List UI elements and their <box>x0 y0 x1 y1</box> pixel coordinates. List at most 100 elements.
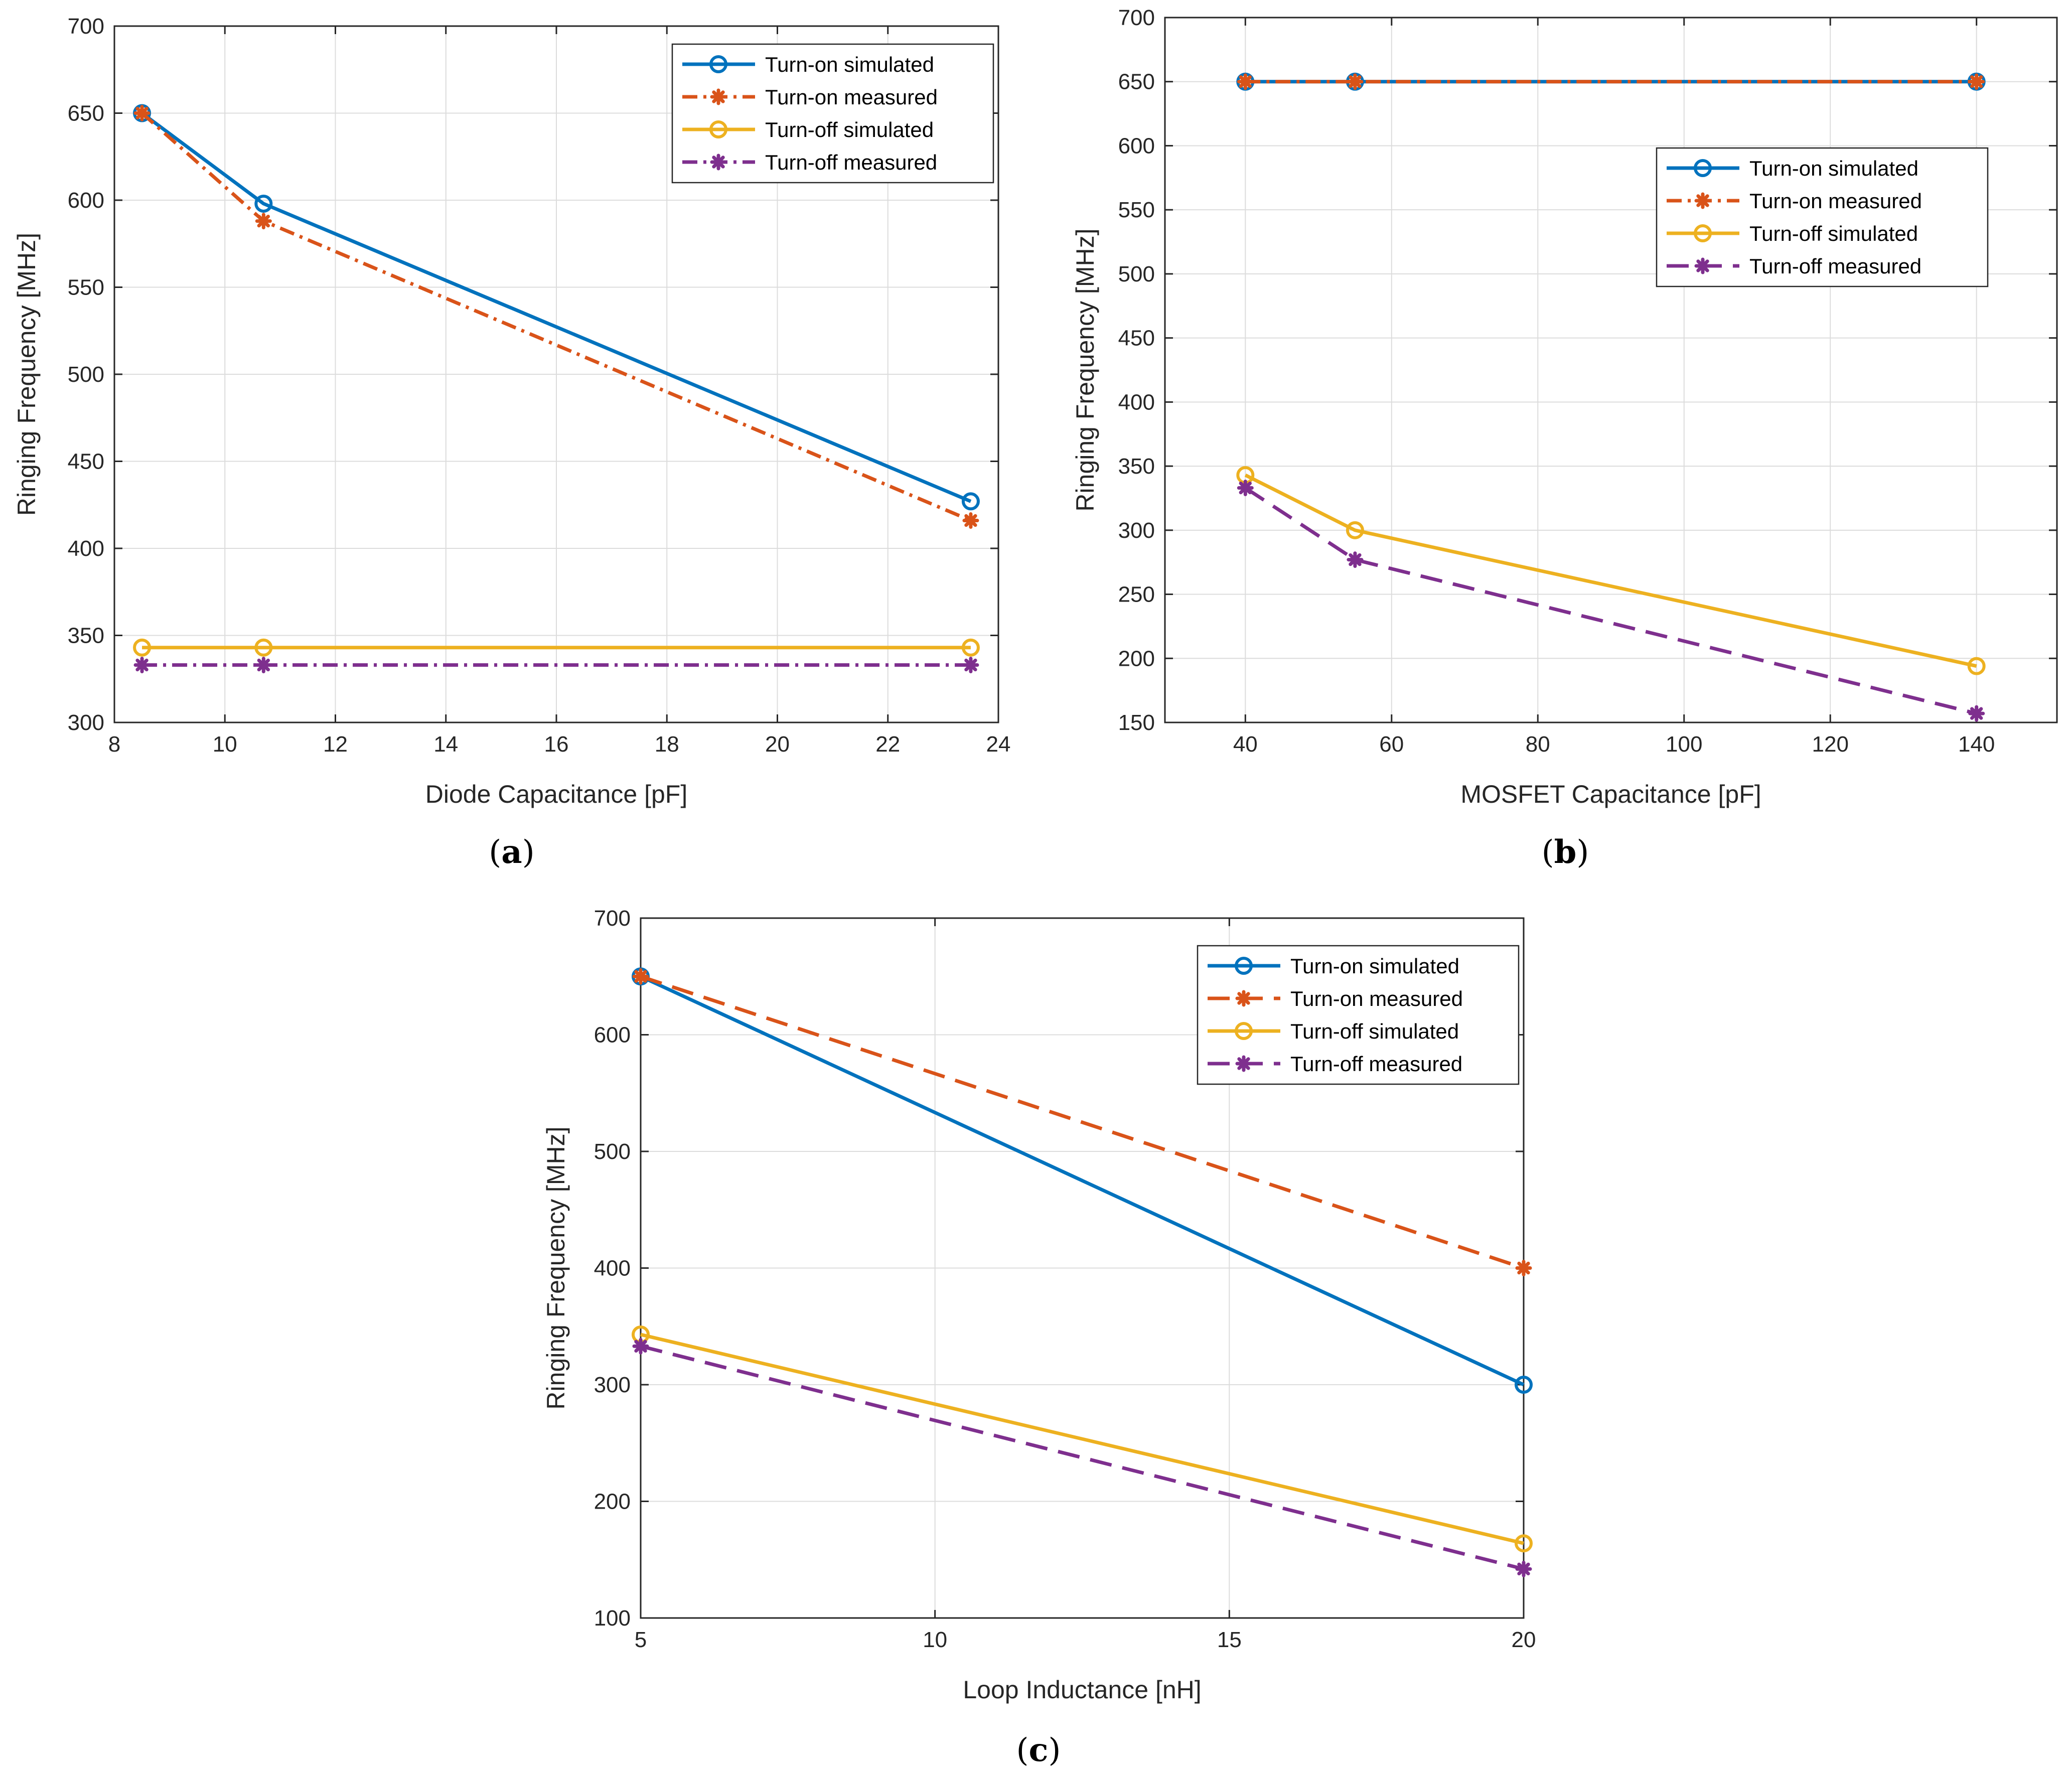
y-tick-label: 700 <box>1118 6 1155 30</box>
data-point <box>962 512 979 529</box>
panel-label: (b) <box>1542 833 1589 871</box>
panel-label: (c) <box>1016 1731 1061 1767</box>
data-point <box>1967 657 1986 675</box>
legend-marker <box>1694 159 1712 177</box>
data-point <box>1968 705 1985 722</box>
y-tick-label: 150 <box>1118 710 1155 735</box>
legend-label: Turn-off simulated <box>1749 222 1918 245</box>
legend-label: Turn-off simulated <box>1290 1019 1459 1043</box>
legend-label: Turn-on simulated <box>1749 157 1918 180</box>
axes-box <box>1164 17 2058 723</box>
y-tick-label: 100 <box>594 1606 631 1631</box>
legend-entry: Turn-off measured <box>1667 254 1921 278</box>
data-point <box>1515 1560 1532 1577</box>
y-tick-label: 600 <box>68 188 104 213</box>
legend-entry: Turn-on simulated <box>682 53 934 76</box>
legend-marker <box>1694 192 1711 209</box>
x-tick-label: 22 <box>875 732 900 757</box>
plot-area <box>1165 18 2057 722</box>
y-tick-label: 600 <box>1118 133 1155 158</box>
legend-label: Turn-on simulated <box>1290 954 1459 978</box>
panel-letter: b <box>1554 833 1577 871</box>
x-tick-label: 60 <box>1379 732 1404 757</box>
y-tick-label: 450 <box>68 450 104 474</box>
y-axis-label: Ringing Frequency [MHz] <box>13 233 41 516</box>
legend-marker <box>710 88 727 105</box>
legend: Turn-on simulated Turn-on measured Turn-of… <box>1656 147 1989 287</box>
y-tick-label: 250 <box>1118 582 1155 607</box>
x-axis-label: Loop Inductance [nH] <box>963 1676 1201 1704</box>
x-tick-label: 140 <box>1958 732 1995 757</box>
legend: Turn-on simulated Turn-on measured Turn-of… <box>1197 945 1520 1085</box>
y-tick-label: 300 <box>1118 518 1155 543</box>
x-tick-label: 12 <box>323 732 348 757</box>
legend-label: Turn-off measured <box>1749 254 1921 278</box>
series-line <box>140 111 972 503</box>
legend-label: Turn-on measured <box>765 85 938 109</box>
series-line <box>1244 486 1977 715</box>
x-tick-label: 24 <box>986 732 1011 757</box>
y-tick-label: 500 <box>594 1139 631 1164</box>
x-tick-label: 15 <box>1217 1628 1242 1652</box>
y-tick-label: 500 <box>1118 262 1155 286</box>
legend-marker <box>1694 257 1711 274</box>
legend-label: Turn-off simulated <box>765 118 934 141</box>
legend-marker <box>1235 1055 1252 1072</box>
x-tick-label: 10 <box>923 1628 947 1652</box>
legend-entry: Turn-on simulated <box>1208 954 1459 978</box>
data-point <box>133 105 151 121</box>
data-point <box>1237 480 1254 497</box>
x-tick-label: 100 <box>1666 732 1702 757</box>
y-tick-label: 450 <box>1118 326 1155 351</box>
x-tick-label: 20 <box>1512 1628 1536 1652</box>
legend-box <box>1656 147 1989 287</box>
panel-letter: a <box>501 833 522 871</box>
y-tick-label: 550 <box>68 275 104 300</box>
data-point <box>962 656 979 673</box>
panel-label: (a) <box>489 833 534 871</box>
legend-marker <box>1235 1022 1253 1040</box>
data-point <box>1347 73 1364 90</box>
data-point <box>1347 551 1364 568</box>
data-point <box>255 656 272 673</box>
x-tick-label: 16 <box>544 732 569 757</box>
data-point <box>1968 73 1985 90</box>
y-axis-label: Ringing Frequency [MHz] <box>1071 228 1099 511</box>
legend-marker <box>1694 224 1712 242</box>
x-tick-label: 8 <box>108 732 120 757</box>
chart-a: 8 10 12 14 16 18 20 22 24 300 350 400 450 500 550 600 65… <box>13 14 1010 871</box>
series-line <box>640 1344 1524 1571</box>
series-line <box>640 975 1525 1387</box>
data-point <box>632 1338 649 1355</box>
chart-b: 40 60 80 100 120 140 150 200 250 300 350 400 450 500 5… <box>1071 6 2058 871</box>
y-axis-label: Ringing Frequency [MHz] <box>542 1126 570 1409</box>
legend-entry: Turn-off simulated <box>1208 1019 1459 1043</box>
legend-label: Turn-on measured <box>1290 987 1463 1010</box>
data-point <box>1237 73 1254 90</box>
y-tick-label: 400 <box>68 536 104 561</box>
series-turn-off-measured <box>133 656 979 673</box>
y-tick-label: 500 <box>68 362 104 387</box>
x-tick-label: 5 <box>635 1628 647 1652</box>
data-point <box>1515 1534 1533 1553</box>
y-tick-label: 400 <box>594 1256 631 1281</box>
legend-label: Turn-on measured <box>1749 189 1922 213</box>
legend-marker <box>710 154 727 171</box>
y-tick-label: 600 <box>594 1023 631 1048</box>
series-line <box>1244 473 1977 668</box>
x-tick-label: 120 <box>1812 732 1849 757</box>
data-point <box>133 638 152 657</box>
legend-label: Turn-off measured <box>1290 1052 1462 1076</box>
series-turn-off-measured <box>1237 480 1985 722</box>
series-line <box>640 974 1525 1270</box>
series-turn-on-measured <box>1237 73 1985 90</box>
legend-entry: Turn-on simulated <box>1667 157 1918 180</box>
legend-entry: Turn-on measured <box>1208 987 1463 1010</box>
y-tick-label: 200 <box>594 1490 631 1514</box>
data-point <box>1515 1260 1532 1276</box>
legend-entry: Turn-off simulated <box>1667 222 1918 245</box>
x-tick-label: 20 <box>765 732 790 757</box>
data-point <box>254 638 273 657</box>
legend: Turn-on simulated Turn-on measured Turn-of… <box>671 43 994 184</box>
chart-c: 5 10 15 20 100 200 300 400 500 600 700 Loop Inducta… <box>542 906 1536 1767</box>
